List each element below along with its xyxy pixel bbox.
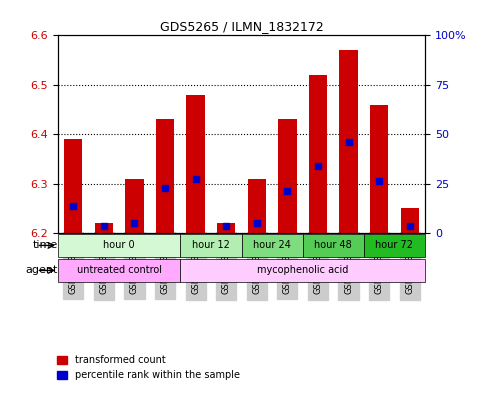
Bar xyxy=(186,95,205,233)
Bar xyxy=(340,50,358,233)
FancyBboxPatch shape xyxy=(180,259,425,282)
Bar xyxy=(95,223,113,233)
Legend: transformed count, percentile rank within the sample: transformed count, percentile rank withi… xyxy=(53,352,243,384)
Text: mycophenolic acid: mycophenolic acid xyxy=(257,265,348,275)
Text: hour 72: hour 72 xyxy=(375,241,413,250)
Bar xyxy=(156,119,174,233)
Bar xyxy=(248,178,266,233)
Bar xyxy=(217,223,235,233)
FancyBboxPatch shape xyxy=(364,234,425,257)
Text: untreated control: untreated control xyxy=(77,265,162,275)
FancyBboxPatch shape xyxy=(58,259,180,282)
Text: agent: agent xyxy=(26,265,58,275)
Bar xyxy=(125,178,143,233)
FancyBboxPatch shape xyxy=(242,234,303,257)
FancyBboxPatch shape xyxy=(303,234,364,257)
Bar xyxy=(400,208,419,233)
Text: hour 48: hour 48 xyxy=(314,241,352,250)
FancyBboxPatch shape xyxy=(180,234,242,257)
Title: GDS5265 / ILMN_1832172: GDS5265 / ILMN_1832172 xyxy=(159,20,324,33)
Bar xyxy=(309,75,327,233)
Text: time: time xyxy=(33,241,58,250)
FancyBboxPatch shape xyxy=(58,234,180,257)
Text: hour 24: hour 24 xyxy=(253,241,291,250)
Bar xyxy=(370,105,388,233)
Bar xyxy=(64,139,83,233)
Text: hour 0: hour 0 xyxy=(103,241,135,250)
Text: hour 12: hour 12 xyxy=(192,241,230,250)
Bar xyxy=(278,119,297,233)
